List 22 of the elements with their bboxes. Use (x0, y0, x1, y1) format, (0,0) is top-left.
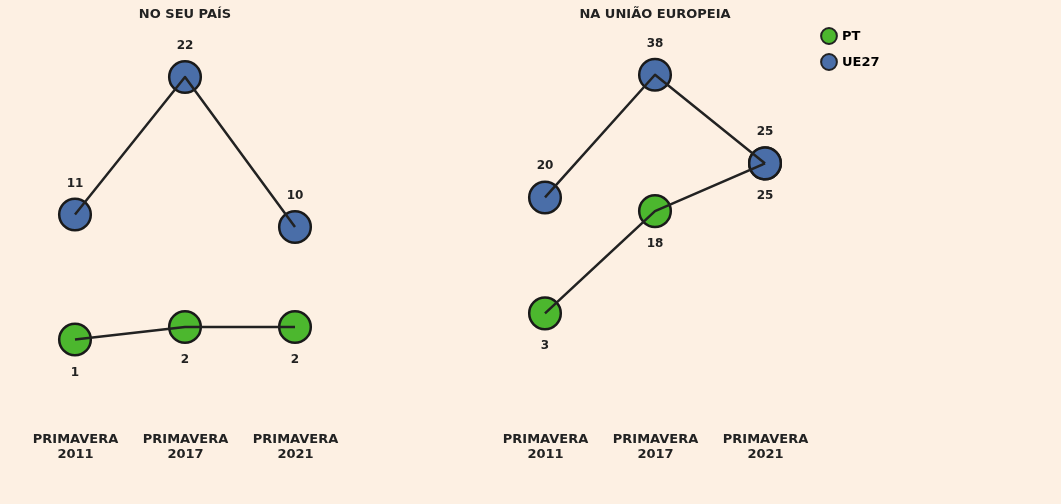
data-label: 2 (180, 352, 190, 366)
data-label: 22 (176, 38, 194, 52)
x-tick-label: PRIMAVERA 2011 (32, 430, 119, 461)
data-label: 1 (70, 364, 80, 379)
data-label: 11 (66, 175, 84, 190)
x-tick-label: PRIMAVERA 2017 (612, 430, 699, 461)
data-label: 25 (756, 188, 774, 203)
x-tick-label: PRIMAVERA 2021 (722, 430, 809, 461)
x-tick-label: PRIMAVERA 2011 (502, 430, 589, 461)
legend-label: PT (842, 28, 861, 43)
data-label: 20 (536, 158, 554, 173)
x-tick-label: PRIMAVERA 2021 (252, 430, 339, 461)
data-label: 18 (646, 236, 664, 251)
legend-label: UE27 (842, 54, 880, 69)
data-label: 38 (646, 35, 664, 50)
chart-title: NO SEU PAÍS (138, 6, 232, 21)
data-label: 25 (756, 124, 774, 139)
data-label: 10 (286, 188, 304, 202)
data-label: 2 (290, 352, 300, 366)
x-tick-label: PRIMAVERA 2017 (142, 430, 229, 461)
data-label: 3 (540, 338, 550, 353)
chart-title: NA UNIÃO EUROPEIA (579, 6, 731, 21)
